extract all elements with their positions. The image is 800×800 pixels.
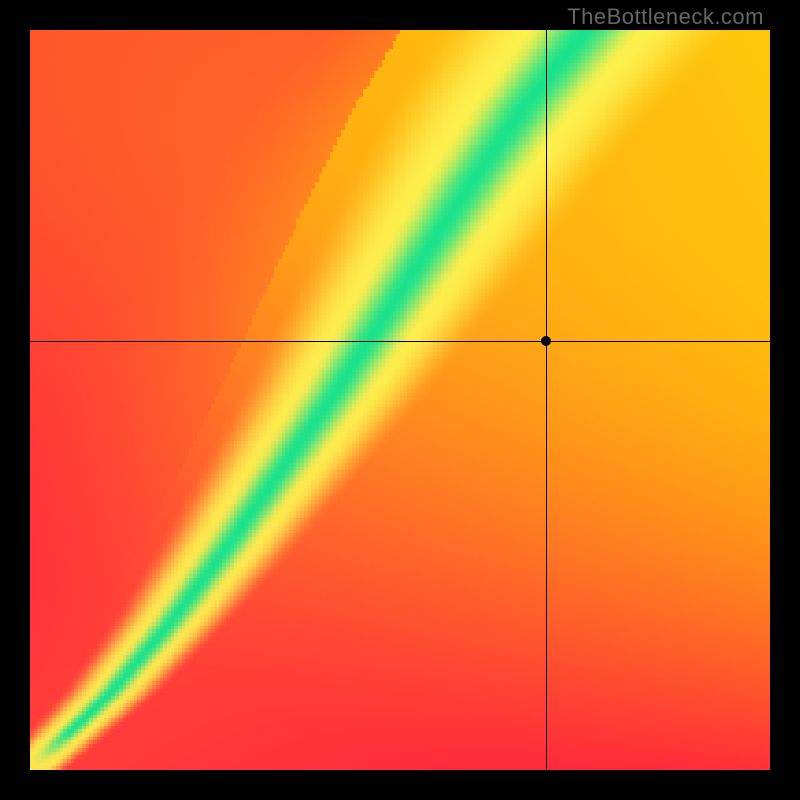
chart-container: TheBottleneck.com	[0, 0, 800, 800]
crosshair-vertical	[546, 30, 547, 770]
heatmap-canvas	[30, 30, 770, 770]
marker-dot	[541, 336, 551, 346]
watermark-text: TheBottleneck.com	[567, 4, 764, 30]
crosshair-horizontal	[30, 341, 770, 342]
heatmap-plot	[30, 30, 770, 770]
